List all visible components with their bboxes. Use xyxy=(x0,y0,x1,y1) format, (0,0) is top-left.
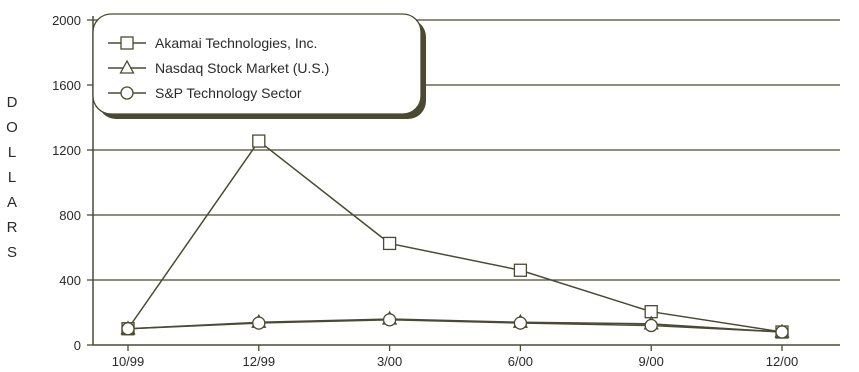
legend-triangle-icon xyxy=(119,59,135,74)
legend-item: S&P Technology Sector xyxy=(108,85,302,101)
y-tick-label: 400 xyxy=(59,273,81,288)
legend-item: Nasdaq Stock Market (U.S.) xyxy=(108,59,329,76)
legend-circle-icon xyxy=(120,86,134,100)
x-tick-labels: 10/99 12/99 3/00 6/00 9/00 12/00 xyxy=(112,354,799,369)
y-axis-title-letter: A xyxy=(7,194,17,211)
legend-label: Akamai Technologies, Inc. xyxy=(155,35,317,51)
data-point-square xyxy=(513,263,528,277)
x-tick-label: 3/00 xyxy=(377,354,402,369)
y-tick-labels: 0 400 800 1200 1600 2000 xyxy=(52,13,81,353)
legend-box xyxy=(92,13,422,115)
y-tick-label: 0 xyxy=(74,338,81,353)
y-axis-title-letter: R xyxy=(7,219,18,236)
data-point-circle xyxy=(382,313,397,327)
x-tick-label: 10/99 xyxy=(112,354,145,369)
legend-label: Nasdaq Stock Market (U.S.) xyxy=(155,60,329,76)
legend-item: Akamai Technologies, Inc. xyxy=(108,35,317,51)
data-point-circle xyxy=(252,316,266,330)
series-line xyxy=(127,139,783,333)
data-point-square xyxy=(382,236,397,251)
x-tick-label: 9/00 xyxy=(639,354,664,369)
data-point-circle xyxy=(513,316,528,330)
y-tick-label: 1600 xyxy=(52,78,81,93)
y-tick-label: 800 xyxy=(59,208,81,223)
y-axis-title-letter: D xyxy=(7,94,18,111)
legend-square-icon xyxy=(120,36,134,50)
series-lines xyxy=(120,134,790,339)
series-1 xyxy=(121,134,789,339)
legend: Akamai Technologies, Inc. Nasdaq Stock Ma… xyxy=(92,13,426,119)
y-axis-title-letter: L xyxy=(8,144,16,161)
series-line xyxy=(127,319,783,333)
data-point-circle xyxy=(775,325,789,339)
y-axis-title-letter: O xyxy=(6,119,18,136)
series-3 xyxy=(121,313,789,339)
x-tick-label: 6/00 xyxy=(508,354,533,369)
y-tick-label: 1200 xyxy=(52,143,81,158)
x-tick-label: 12/00 xyxy=(766,354,799,369)
y-axis-title-letter: L xyxy=(8,169,16,186)
data-point-square xyxy=(252,134,266,148)
legend-label: S&P Technology Sector xyxy=(155,85,302,101)
y-axis-title-letter: S xyxy=(7,244,17,261)
x-tick-label: 12/99 xyxy=(243,354,276,369)
data-point-circle xyxy=(644,318,658,333)
y-tick-label: 2000 xyxy=(52,13,81,28)
data-point-circle xyxy=(121,322,135,336)
